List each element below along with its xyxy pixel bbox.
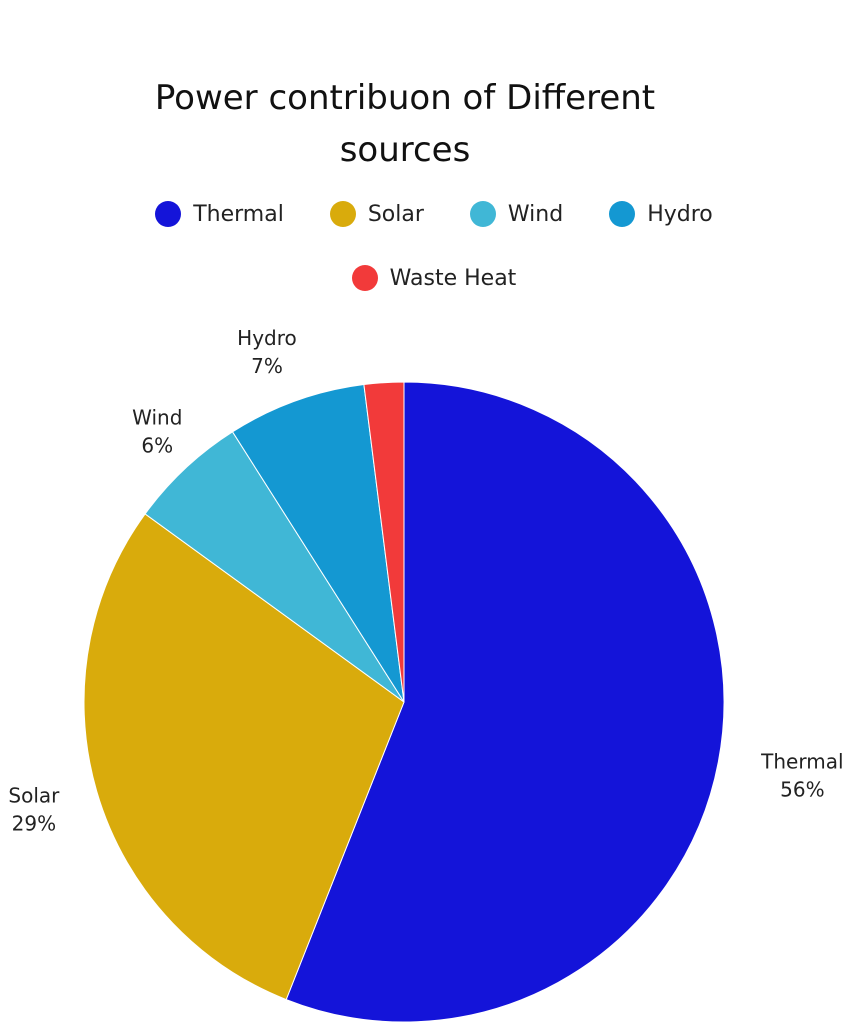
legend-item-waste-heat[interactable]: Waste Heat xyxy=(351,265,517,291)
slice-label-name-solar: Solar xyxy=(8,784,60,808)
legend-dot-waste-heat xyxy=(351,265,378,291)
legend-label-wind: Wind xyxy=(507,201,564,227)
legend-item-solar[interactable]: Solar xyxy=(329,201,424,227)
legend-row-1: Thermal Solar Wind Hydro xyxy=(0,201,868,227)
chart-title: Power contribuon of Different sources xyxy=(154,78,656,170)
slice-label-name-wind: Wind xyxy=(132,406,182,430)
pie-slice-waste-heat[interactable] xyxy=(363,381,405,703)
legend-item-wind[interactable]: Wind xyxy=(469,201,564,227)
legend-dot-thermal xyxy=(155,201,182,227)
legend-label-thermal: Thermal xyxy=(193,201,284,227)
slice-label-value-thermal: 56% xyxy=(780,777,824,801)
legend-dot-wind xyxy=(469,201,496,227)
slice-label-value-hydro: 7% xyxy=(251,354,283,378)
legend-item-hydro[interactable]: Hydro xyxy=(609,201,713,227)
pie-slice-hydro[interactable] xyxy=(231,383,405,703)
legend-item-thermal[interactable]: Thermal xyxy=(155,201,284,227)
slice-label-value-solar: 29% xyxy=(12,812,56,836)
slice-label-name-hydro: Hydro xyxy=(237,326,297,350)
pie-slice-thermal[interactable] xyxy=(285,381,725,1023)
pie-slice-solar[interactable] xyxy=(83,513,405,1001)
legend-label-solar: Solar xyxy=(367,201,424,227)
legend-dot-hydro xyxy=(609,201,636,227)
slice-label-value-wind: 6% xyxy=(141,434,173,458)
legend-row-2: Waste Heat xyxy=(0,265,868,291)
legend-dot-solar xyxy=(329,201,356,227)
legend-label-hydro: Hydro xyxy=(647,201,713,227)
pie-slice-wind[interactable] xyxy=(144,431,405,703)
legend-label-waste-heat: Waste Heat xyxy=(389,265,517,291)
slice-label-name-thermal: Thermal xyxy=(760,749,843,773)
